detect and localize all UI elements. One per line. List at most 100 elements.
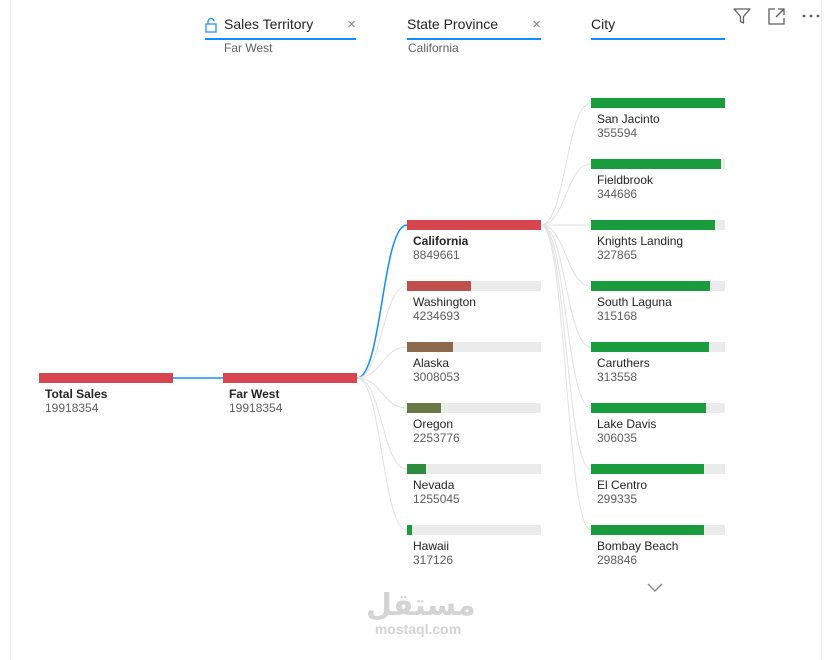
node-bar-track — [407, 464, 541, 474]
tree-node-city[interactable]: Fieldbrook 344686 — [591, 159, 725, 205]
node-label: Knights Landing — [597, 234, 684, 248]
node-label: Oregon — [413, 417, 454, 431]
lock-icon — [205, 17, 217, 38]
level-title: City — [591, 16, 616, 32]
tree-node-state[interactable]: Oregon 2253776 — [407, 403, 541, 449]
node-value: 1255045 — [413, 492, 460, 506]
visual-frame — [10, 0, 822, 660]
node-value: 306035 — [597, 431, 638, 445]
focus-mode-icon[interactable] — [766, 5, 788, 27]
tree-node-far-west[interactable]: Far West 19918354 — [223, 373, 357, 419]
tree-node-city[interactable]: El Centro 299335 — [591, 464, 725, 510]
node-bar — [407, 281, 471, 291]
tree-node-city[interactable]: San Jacinto 355594 — [591, 98, 725, 144]
node-value: 313558 — [597, 370, 638, 384]
tree-node-state[interactable]: California 8849661 — [407, 220, 541, 266]
tree-node-city[interactable]: Caruthers 313558 — [591, 342, 725, 388]
level-header-state-province[interactable]: State Province × — [407, 14, 541, 40]
node-label: El Centro — [597, 478, 648, 492]
node-bar — [591, 220, 715, 230]
node-bar — [407, 403, 441, 413]
node-value: 3008053 — [413, 370, 460, 384]
node-value: 355594 — [597, 126, 638, 140]
node-label: California — [413, 234, 469, 248]
level-title: State Province — [407, 16, 499, 32]
node-label: Total Sales — [45, 387, 108, 401]
node-value: 19918354 — [45, 401, 99, 415]
link-state-city — [540, 224, 592, 348]
node-bar — [591, 159, 721, 169]
link-state-city — [540, 224, 592, 409]
close-icon[interactable]: × — [532, 16, 541, 33]
node-label: Hawaii — [413, 539, 450, 553]
node-label: Fieldbrook — [597, 173, 654, 187]
node-value: 315168 — [597, 309, 638, 323]
level-filter-value: California — [408, 41, 459, 55]
node-bar — [591, 464, 704, 474]
node-bar — [591, 98, 725, 108]
node-bar-track — [407, 281, 541, 291]
node-bar — [223, 373, 357, 383]
node-label: Caruthers — [597, 356, 650, 370]
watermark-arabic: مستقل — [366, 588, 476, 623]
level-header-sales-territory[interactable]: Sales Territory × — [205, 14, 356, 40]
node-bar — [407, 525, 412, 535]
node-label: San Jacinto — [597, 112, 660, 126]
link-territory-state — [356, 346, 408, 379]
node-bar — [407, 342, 453, 352]
link-territory-state — [356, 377, 408, 531]
filter-icon[interactable] — [731, 5, 753, 27]
node-bar-track — [407, 342, 541, 352]
tree-node-state[interactable]: Alaska 3008053 — [407, 342, 541, 388]
tree-node-city[interactable]: Lake Davis 306035 — [591, 403, 725, 449]
node-value: 8849661 — [413, 248, 460, 262]
node-value: 327865 — [597, 248, 638, 262]
link-state-city — [540, 224, 592, 531]
link-territory-state — [356, 377, 408, 470]
node-bar-track — [407, 403, 541, 413]
node-value: 298846 — [597, 553, 638, 567]
node-bar-track — [407, 525, 541, 535]
node-bar — [407, 464, 426, 474]
link-territory-state — [356, 285, 408, 379]
node-bar — [39, 373, 173, 383]
link-territory-state — [356, 377, 408, 409]
node-label: Alaska — [413, 356, 450, 370]
tree-node-city[interactable]: Knights Landing 327865 — [591, 220, 725, 266]
tree-node-city[interactable]: South Laguna 315168 — [591, 281, 725, 327]
level-header-city[interactable]: City — [591, 14, 725, 40]
link-state-city — [540, 163, 592, 226]
node-label: South Laguna — [597, 295, 672, 309]
chevron-down-icon[interactable] — [645, 580, 665, 596]
node-value: 299335 — [597, 492, 638, 506]
tree-node-state[interactable]: Washington 4234693 — [407, 281, 541, 327]
link-state-city — [540, 102, 592, 226]
node-bar — [591, 281, 710, 291]
more-options-icon[interactable] — [800, 5, 822, 27]
close-icon[interactable]: × — [347, 16, 356, 33]
node-bar — [591, 403, 706, 413]
watermark-logo: مستقل mostaql.com — [366, 588, 476, 637]
tree-node-state[interactable]: Nevada 1255045 — [407, 464, 541, 510]
tree-node-city[interactable]: Bombay Beach 298846 — [591, 525, 725, 571]
node-bar — [591, 525, 704, 535]
node-value: 344686 — [597, 187, 638, 201]
node-value: 4234693 — [413, 309, 460, 323]
node-bar — [407, 220, 541, 230]
node-label: Washington — [413, 295, 476, 309]
node-label: Nevada — [413, 478, 455, 492]
node-label: Far West — [229, 387, 280, 401]
tree-node-total-sales[interactable]: Total Sales 19918354 — [39, 373, 173, 419]
node-value: 19918354 — [229, 401, 283, 415]
level-title: Sales Territory — [224, 16, 314, 32]
node-value: 2253776 — [413, 431, 460, 445]
watermark-latin: mostaql.com — [374, 621, 462, 637]
node-label: Bombay Beach — [597, 539, 679, 553]
link-state-city — [540, 224, 592, 287]
tree-node-state[interactable]: Hawaii 317126 — [407, 525, 541, 571]
node-label: Lake Davis — [597, 417, 657, 431]
node-value: 317126 — [413, 553, 454, 567]
link-territory-state — [356, 224, 408, 379]
node-bar — [591, 342, 709, 352]
